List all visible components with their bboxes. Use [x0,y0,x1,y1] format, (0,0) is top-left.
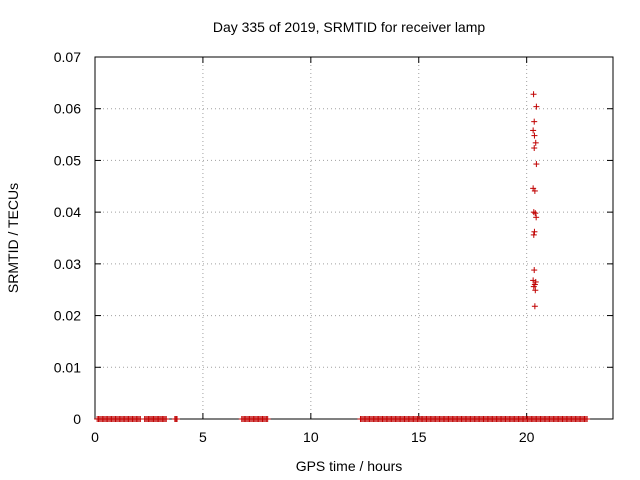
y-tick-label: 0.03 [54,256,81,272]
data-point [531,118,538,125]
y-tick-label: 0.07 [54,49,81,65]
x-tick-label: 15 [411,429,427,445]
y-tick-label: 0.01 [54,359,81,375]
y-tick-label: 0.02 [54,308,81,324]
y-tick-label: 0.04 [54,204,81,220]
x-axis-label: GPS time / hours [296,458,403,474]
data-point [530,283,537,290]
data-point-zero [584,416,591,422]
data-points [94,91,591,422]
data-point [530,91,537,98]
data-point [532,287,539,294]
x-tick-label: 0 [91,429,99,445]
data-point [530,231,537,238]
data-point [533,103,540,110]
data-point [532,278,539,285]
y-tick-label: 0.05 [54,152,81,168]
data-point [532,210,539,217]
data-point [531,187,538,194]
grid-lines [95,57,613,419]
chart-title: Day 335 of 2019, SRMTID for receiver lam… [213,19,486,35]
data-point [531,303,538,310]
y-axis-label: SRMTID / TECUs [5,183,21,293]
data-point-zero [264,416,271,422]
data-point [532,139,539,146]
tick-labels: 0 0.01 0.02 0.03 0.04 0.05 0.06 0.07 0 5 10 15 20 [54,49,535,445]
plot-frame [94,56,614,420]
data-point [530,209,537,216]
data-point [533,214,540,221]
data-point-zero [174,416,181,422]
data-point-zero [163,416,170,422]
data-point [531,228,538,235]
x-tick-label: 10 [303,429,319,445]
y-tick-label: 0 [73,411,81,427]
y-tick-label: 0.06 [54,101,81,117]
data-point [531,267,538,274]
data-point [530,127,537,134]
data-point [531,132,538,139]
data-point [531,145,538,152]
data-point [533,161,540,168]
axis-ticks [94,56,613,420]
x-tick-label: 5 [199,429,207,445]
x-tick-label: 20 [519,429,535,445]
